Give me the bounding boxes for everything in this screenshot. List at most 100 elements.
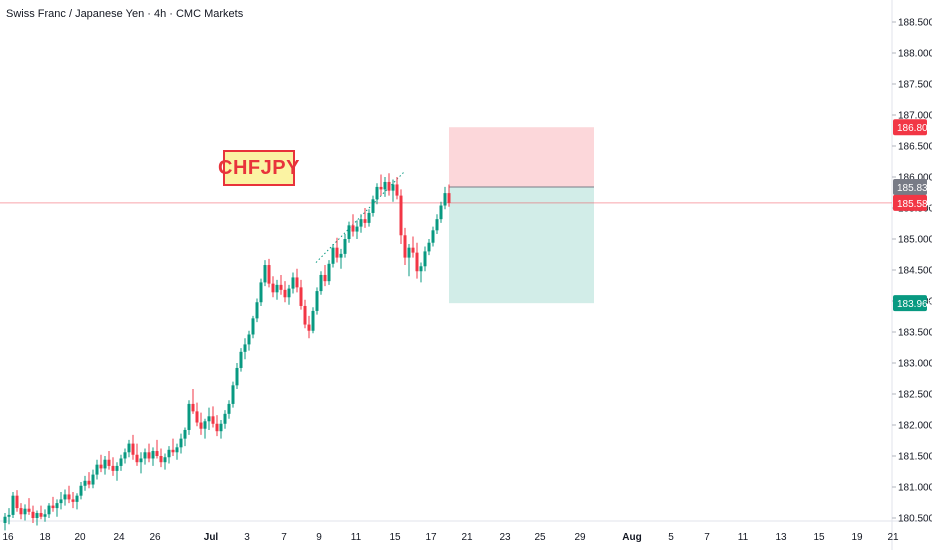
x-tick-label: 7 — [704, 532, 710, 543]
candle-up — [167, 446, 171, 464]
y-tick-label: 188.500 — [898, 18, 932, 29]
candle-body — [119, 458, 123, 466]
candle-body — [175, 447, 179, 453]
candle-body — [443, 193, 447, 206]
candle-up — [3, 513, 7, 531]
candle-up — [95, 459, 99, 480]
candle-down — [159, 448, 163, 468]
price-label-text: 185.583 — [897, 199, 932, 210]
price-label-badge: 185.838 — [893, 179, 932, 196]
candle-body — [447, 193, 451, 204]
candle-body — [331, 247, 335, 264]
candle-body — [23, 508, 27, 515]
candle-body — [151, 451, 155, 459]
x-tick-label: 21 — [461, 532, 473, 543]
candle-body — [99, 464, 103, 469]
candle-down — [135, 443, 139, 466]
candle-up — [359, 214, 363, 233]
candle-body — [295, 277, 299, 288]
candle-body — [243, 344, 247, 352]
candle-body — [167, 449, 171, 458]
candle-up — [243, 338, 247, 360]
candle-body — [211, 416, 215, 424]
y-tick-label: 183.000 — [898, 359, 932, 370]
candle-body — [311, 310, 315, 331]
candle-up — [331, 243, 335, 268]
x-tick-label: 29 — [574, 532, 586, 543]
candle-up — [347, 221, 351, 243]
x-tick-label: 5 — [668, 532, 674, 543]
price-axis-panel[interactable] — [892, 0, 932, 550]
time-axis-panel[interactable] — [0, 521, 932, 550]
x-tick-label: 11 — [351, 532, 362, 543]
candle-up — [11, 491, 15, 518]
candle-body — [375, 186, 379, 200]
candle-body — [35, 513, 39, 518]
candle-body — [191, 403, 195, 412]
candle-body — [143, 452, 147, 459]
candle-body — [327, 263, 331, 282]
candle-body — [319, 274, 323, 292]
candle-body — [287, 288, 291, 298]
candle-down — [195, 402, 199, 427]
candle-body — [407, 247, 411, 258]
candle-body — [51, 505, 55, 509]
x-tick-label: 26 — [149, 532, 161, 543]
candle-down — [131, 434, 135, 460]
candle-body — [271, 283, 275, 293]
candle-up — [275, 279, 279, 300]
candle-body — [435, 219, 439, 231]
candle-down — [399, 189, 403, 244]
candle-up — [83, 475, 87, 491]
candle-down — [155, 439, 159, 459]
candle-down — [387, 173, 391, 196]
candle-up — [75, 493, 79, 510]
candle-body — [419, 266, 423, 272]
x-tick-label: 25 — [534, 532, 546, 543]
candle-up — [123, 448, 127, 464]
candle-body — [19, 508, 23, 515]
candle-down — [51, 496, 55, 512]
candle-body — [371, 199, 375, 213]
candle-body — [307, 324, 311, 331]
symbol-text-label[interactable]: CHFJPY — [218, 150, 299, 186]
candle-up — [103, 456, 107, 475]
candle-up — [151, 447, 155, 466]
candle-body — [251, 318, 255, 335]
y-tick-label: 180.500 — [898, 514, 932, 525]
candle-down — [111, 457, 115, 476]
x-tick-label: 13 — [775, 532, 787, 543]
price-label-bg — [893, 295, 927, 312]
candle-body — [111, 465, 115, 471]
candle-up — [407, 243, 411, 277]
price-label-badge: 183.965 — [893, 295, 932, 312]
take-profit-zone — [449, 187, 594, 304]
candle-body — [391, 184, 395, 191]
candle-up — [355, 220, 359, 239]
candle-body — [259, 282, 263, 303]
candle-down — [15, 490, 19, 512]
candle-body — [91, 474, 95, 485]
candle-down — [71, 491, 75, 509]
candle-body — [215, 423, 219, 432]
candle-body — [355, 226, 359, 232]
candle-body — [423, 251, 427, 267]
candle-body — [427, 242, 431, 252]
candle-body — [347, 225, 351, 239]
price-label-text: 186.803 — [897, 123, 932, 134]
candle-up — [139, 452, 143, 474]
candle-up — [207, 407, 211, 430]
candle-body — [75, 495, 79, 502]
candle-down — [31, 505, 35, 523]
candle-up — [7, 508, 11, 525]
candle-down — [19, 503, 23, 520]
price-label-bg — [893, 179, 927, 196]
x-tick-label: Aug — [622, 532, 641, 543]
candle-up — [223, 410, 227, 429]
candle-body — [299, 287, 303, 306]
price-label-badge: 186.803 — [893, 119, 932, 136]
candle-up — [247, 330, 251, 351]
candle-down — [211, 406, 215, 428]
